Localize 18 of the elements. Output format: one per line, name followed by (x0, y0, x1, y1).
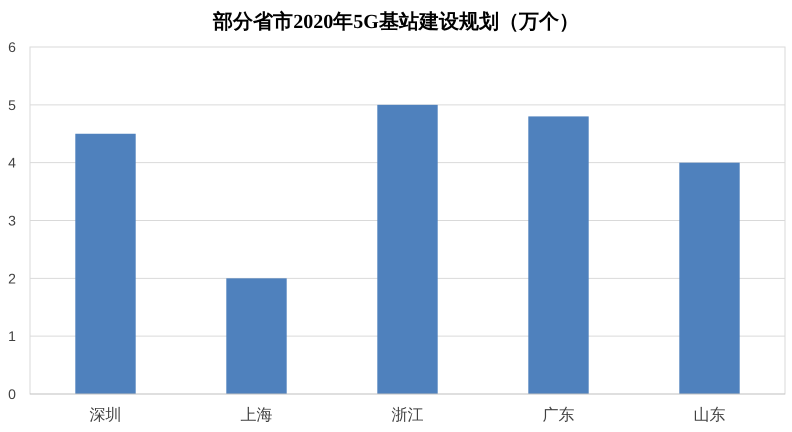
y-tick-label: 6 (8, 39, 16, 55)
x-tick-label: 广东 (542, 406, 574, 424)
chart-title: 部分省市2020年5G基站建设规划（万个） (212, 10, 579, 33)
x-tick-label: 深圳 (90, 406, 122, 424)
bar (75, 134, 136, 394)
y-tick-label: 2 (8, 270, 16, 286)
y-tick-label: 1 (8, 328, 16, 344)
bar (377, 104, 438, 394)
x-tick-label: 浙江 (392, 406, 424, 424)
y-tick-label: 0 (8, 386, 16, 402)
bar (528, 116, 589, 394)
bar (679, 162, 740, 394)
y-tick-label: 3 (8, 212, 16, 228)
x-tick-label: 山东 (694, 406, 726, 424)
x-tick-label: 上海 (240, 406, 272, 424)
y-tick-label: 5 (8, 96, 16, 113)
bar (226, 278, 287, 394)
y-tick-label: 4 (8, 154, 16, 171)
